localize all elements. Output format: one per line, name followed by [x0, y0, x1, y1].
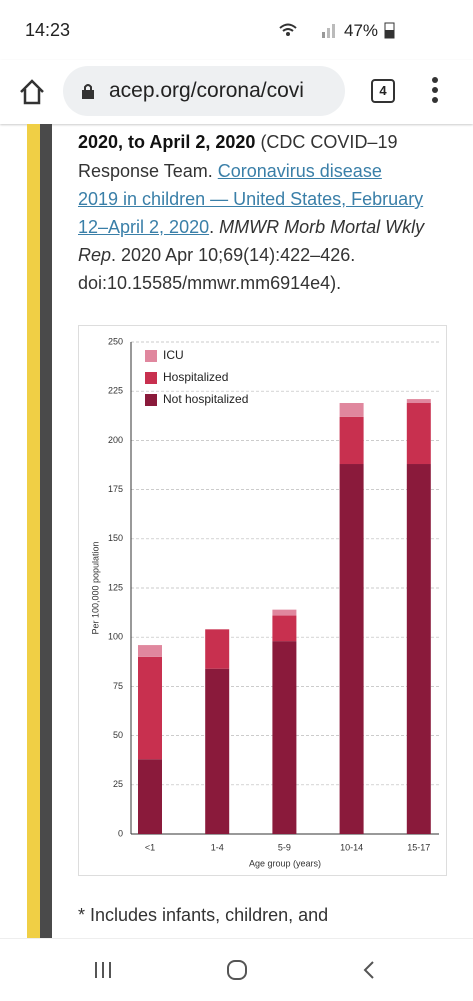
- url: acep.org/corona/covi: [109, 79, 304, 102]
- bar-segment: [339, 403, 364, 417]
- bar-segment: [205, 629, 230, 669]
- citation-line: 12–April 2, 2020. MMWR Morb Mortal Wkly: [78, 217, 424, 238]
- legend-swatch: [145, 350, 157, 362]
- bar-segment: [339, 416, 364, 465]
- x-tick-label: 10-14: [340, 842, 363, 852]
- battery-level: 47%: [344, 21, 379, 40]
- citation-line: Response Team. Coronavirus disease: [78, 161, 382, 182]
- text: Response Team.: [78, 161, 218, 181]
- browser-bar: acep.org/corona/covi 4: [0, 60, 473, 124]
- bar-segment: [205, 668, 230, 834]
- recents-button[interactable]: [93, 960, 113, 980]
- link[interactable]: 2019 in children — United States, Februa…: [78, 189, 424, 209]
- legend-label: Hospitalized: [163, 370, 228, 384]
- time: 14:23: [25, 20, 71, 40]
- home-button[interactable]: [18, 78, 46, 106]
- bar-segment: [138, 759, 162, 834]
- lock-icon: [82, 84, 94, 99]
- bar-segment: [138, 656, 162, 760]
- status-bar: 14:23 47%: [0, 0, 473, 60]
- back-button[interactable]: [361, 960, 377, 980]
- url-field[interactable]: acep.org/corona/covi: [63, 66, 345, 116]
- bar-segment: [272, 641, 297, 834]
- signal-icons: [279, 23, 335, 38]
- y-tick-label: 125: [108, 582, 123, 592]
- legend-swatch: [145, 394, 157, 406]
- link[interactable]: 12–April 2, 2020: [78, 217, 210, 237]
- y-tick-label: 50: [113, 730, 123, 740]
- x-tick-label: 5-9: [278, 842, 291, 852]
- legend-label: ICU: [163, 348, 184, 362]
- legend-swatch: [145, 372, 157, 384]
- text: . 2020 Apr 10;69(14):422–426.: [111, 245, 356, 265]
- x-tick-label: 15-17: [407, 842, 430, 852]
- bar-segment: [406, 399, 431, 404]
- bar-segment: [272, 609, 297, 616]
- text: .: [209, 217, 220, 237]
- yellow-stripe: [27, 124, 40, 938]
- journal: MMWR Morb Mortal Wkly: [219, 217, 425, 237]
- bar-segment: [406, 464, 431, 834]
- nav-bar: [0, 938, 473, 1001]
- y-tick-label: 150: [108, 533, 123, 543]
- link[interactable]: Coronavirus disease: [217, 161, 382, 181]
- chart: Age group (years) Per 100,000 population…: [78, 325, 447, 876]
- y-tick-label: 25: [113, 779, 123, 789]
- citation-line: 2020, to April 2, 2020 (CDC COVID–19: [78, 132, 397, 153]
- y-tick-label: 250: [108, 336, 123, 346]
- x-tick-label: 1-4: [211, 842, 224, 852]
- text: (CDC COVID–19: [255, 132, 398, 152]
- citation-line: Rep. 2020 Apr 10;69(14):422–426.: [78, 245, 355, 266]
- citation-line: 2019 in children — United States, Februa…: [78, 189, 423, 210]
- y-tick-label: 0: [118, 828, 123, 838]
- legend-label: Not hospitalized: [163, 392, 248, 406]
- footnote: * Includes infants, children, and: [78, 905, 329, 925]
- battery-icon: [384, 22, 395, 39]
- bar-segment: [272, 615, 297, 642]
- x-axis-label: Age group (years): [249, 858, 321, 868]
- tab-count[interactable]: 4: [371, 79, 395, 103]
- y-tick-label: 225: [108, 386, 123, 396]
- y-tick-label: 75: [113, 681, 123, 691]
- citation-line: doi:10.15585/mmwr.mm6914e4).: [78, 273, 341, 294]
- y-tick-label: 175: [108, 484, 123, 494]
- journal: Rep: [78, 245, 112, 265]
- x-tick-label: <1: [145, 842, 155, 852]
- bar-segment: [138, 645, 162, 657]
- y-tick-label: 200: [108, 435, 123, 445]
- bold-text: 2020, to April 2, 2020: [78, 132, 256, 152]
- gray-stripe: [40, 124, 52, 938]
- bar-segment: [339, 464, 364, 834]
- y-axis-label: Per 100,000 population: [90, 541, 100, 634]
- menu-button[interactable]: [430, 76, 440, 106]
- home-nav-button[interactable]: [226, 959, 248, 981]
- text: doi:10.15585/mmwr.mm6914e4).: [78, 273, 342, 293]
- bar-segment: [406, 403, 431, 465]
- y-tick-label: 100: [108, 632, 123, 642]
